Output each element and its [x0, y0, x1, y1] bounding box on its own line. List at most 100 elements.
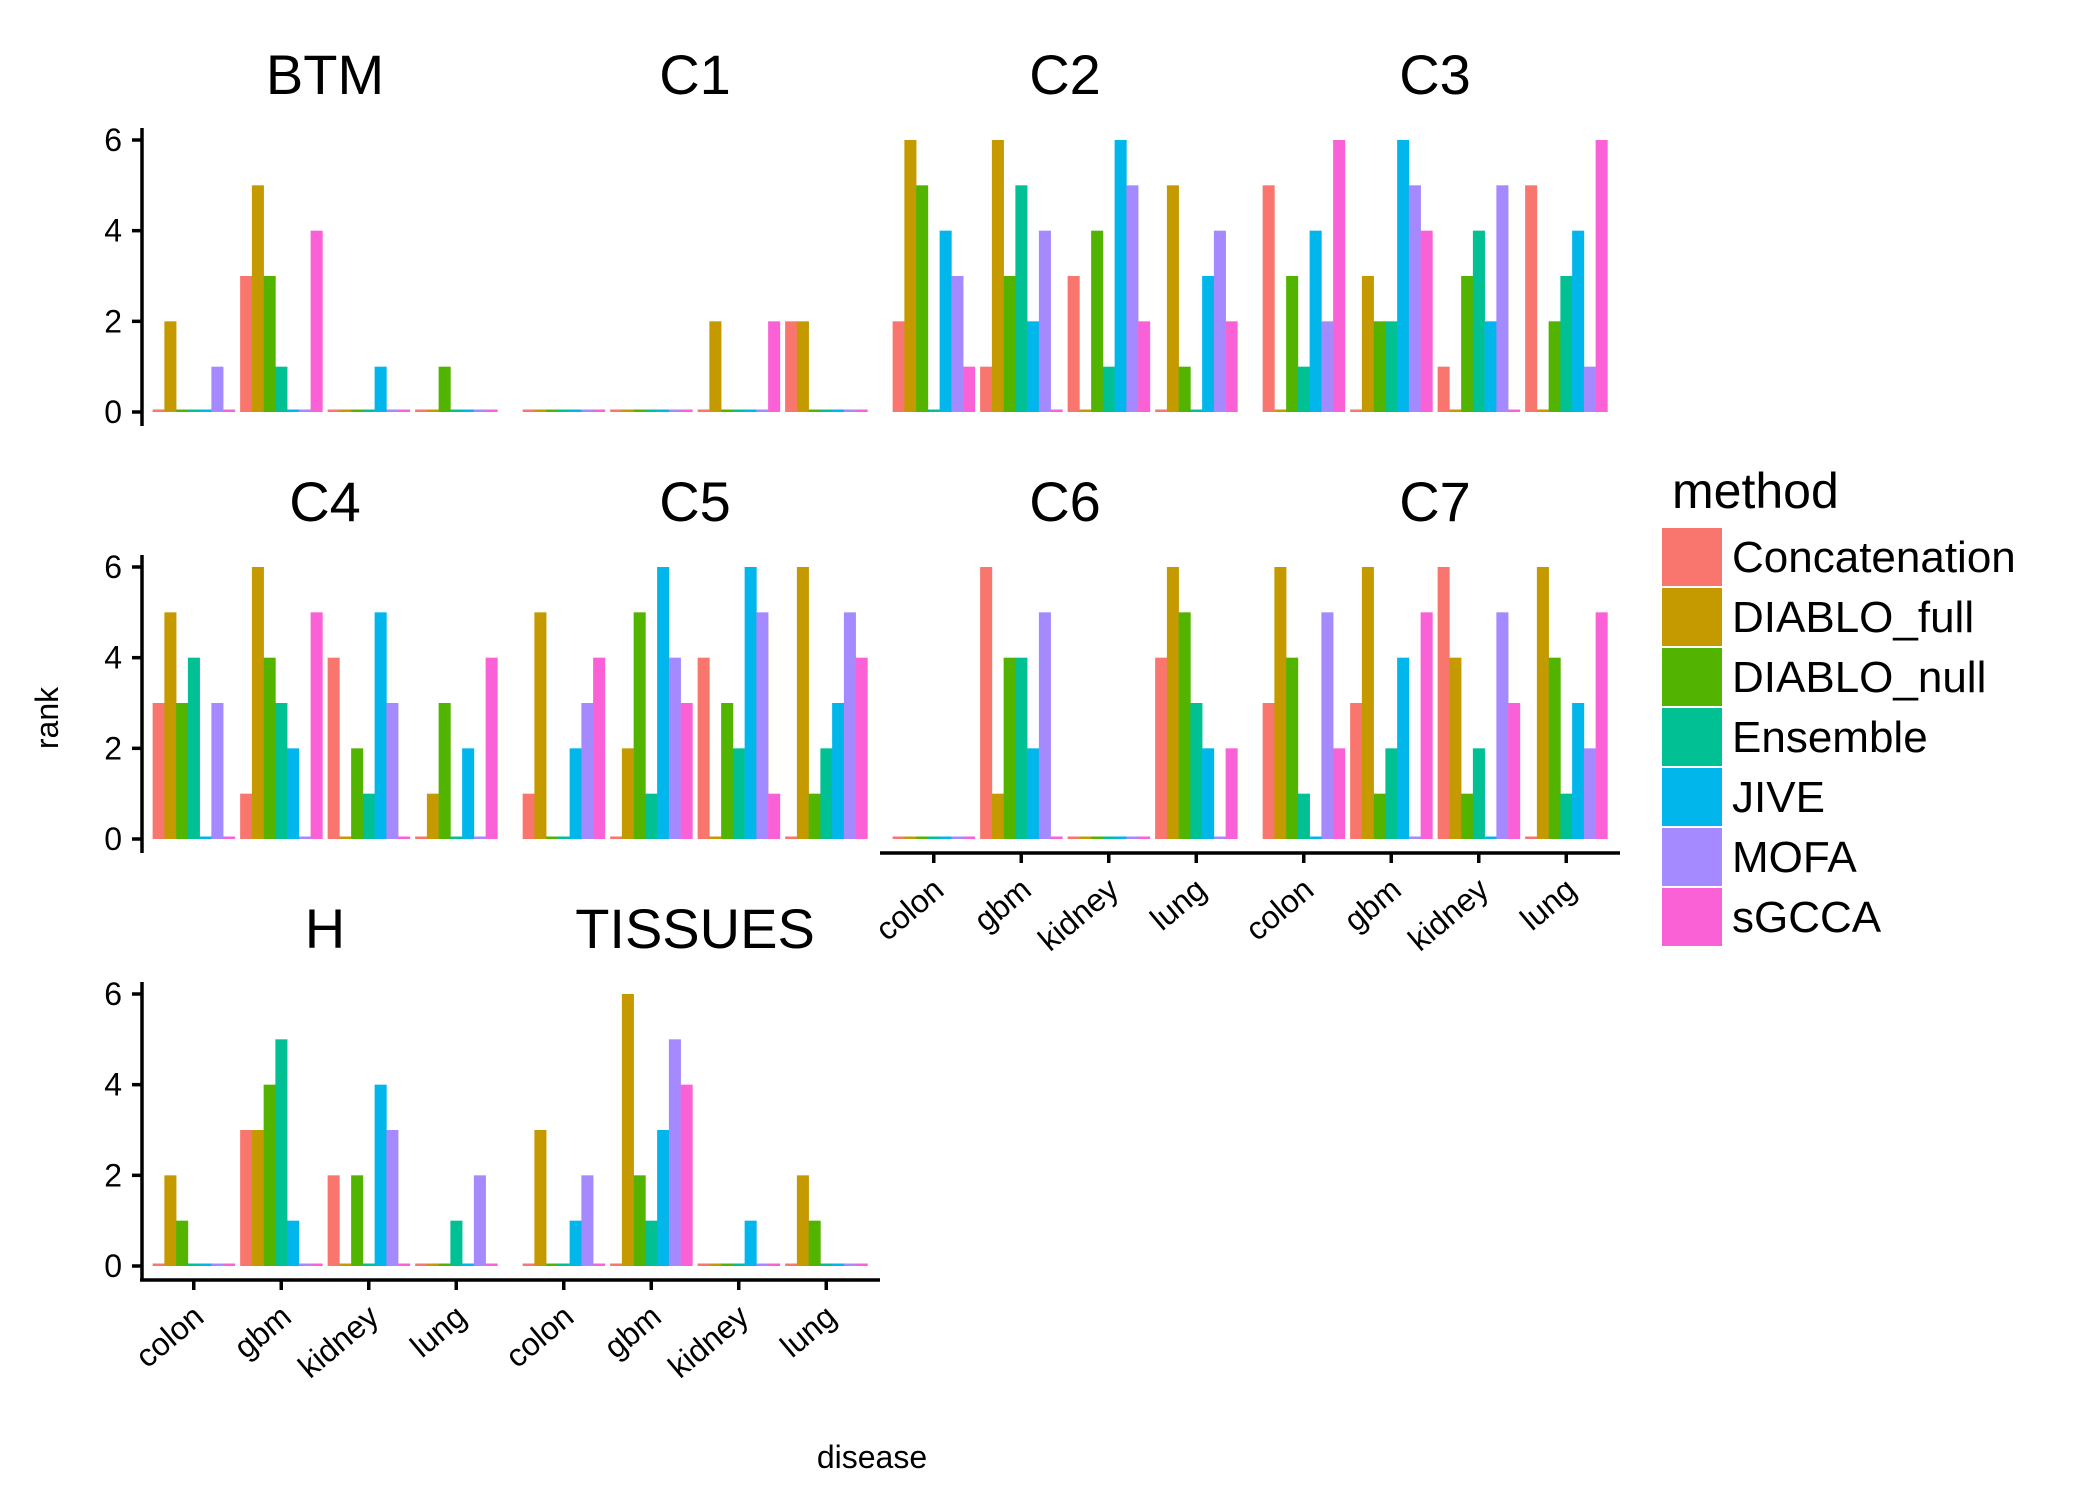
- bar-c3-kidney-jive: [1484, 321, 1497, 412]
- bar-c2-colon-mofa: [951, 276, 964, 412]
- panel-title: C5: [659, 470, 731, 533]
- bar-c4-gbm-jive: [287, 748, 300, 839]
- bar-tissues-gbm-diablo_full: [621, 994, 634, 1266]
- bar-c3-kidney-mofa: [1496, 185, 1509, 412]
- bar-c4-gbm-diablo_full: [251, 567, 264, 839]
- x-tick-label: gbm: [227, 1298, 298, 1366]
- bar-c4-gbm-ensemble: [275, 703, 288, 839]
- bar-c4-kidney-jive: [374, 612, 387, 839]
- legend-title: method: [1672, 463, 1839, 519]
- bar-c5-colon-sgcca: [593, 657, 606, 839]
- bar-tissues-lung-jive: [832, 1263, 845, 1266]
- x-tick-label: colon: [499, 1298, 581, 1375]
- bar-c2-kidney-sgcca: [1138, 321, 1151, 412]
- bar-c1-colon-diablo_null: [546, 409, 559, 412]
- bar-tissues-lung-ensemble: [820, 1263, 833, 1266]
- bar-c6-colon-sgcca: [963, 836, 976, 839]
- bar-btm-lung-sgcca: [485, 409, 498, 412]
- bar-c5-lung-mofa: [843, 612, 856, 839]
- bar-c3-gbm-sgcca: [1420, 230, 1433, 412]
- y-tick-label: 4: [104, 213, 122, 249]
- bar-h-lung-mofa: [473, 1175, 486, 1266]
- x-tick-label: gbm: [1337, 871, 1408, 939]
- legend-label: JIVE: [1732, 773, 1825, 822]
- bar-c1-kidney-concatenation: [697, 409, 710, 412]
- bar-btm-kidney-concatenation: [327, 409, 340, 412]
- bar-btm-lung-ensemble: [450, 409, 463, 412]
- bar-h-colon-concatenation: [152, 1263, 165, 1266]
- bar-c7-lung-diablo_null: [1548, 657, 1561, 839]
- y-tick-label: 4: [104, 640, 122, 676]
- bar-btm-lung-diablo_full: [426, 409, 439, 412]
- bar-c7-gbm-sgcca: [1420, 612, 1433, 839]
- bar-h-colon-sgcca: [223, 1263, 236, 1266]
- bar-tissues-colon-sgcca: [593, 1263, 606, 1266]
- bar-h-colon-jive: [199, 1263, 212, 1266]
- bar-tissues-kidney-concatenation: [697, 1263, 710, 1266]
- bar-c3-kidney-diablo_full: [1449, 409, 1462, 412]
- bar-c5-lung-sgcca: [855, 657, 868, 839]
- bar-h-kidney-diablo_null: [351, 1175, 364, 1266]
- x-tick-label: gbm: [597, 1298, 668, 1366]
- bar-c3-kidney-ensemble: [1472, 230, 1485, 412]
- bar-c4-lung-jive: [462, 748, 475, 839]
- bar-c7-colon-diablo_null: [1286, 657, 1299, 839]
- bar-c7-kidney-concatenation: [1437, 567, 1450, 839]
- panel-title: C2: [1029, 43, 1101, 106]
- bar-c4-colon-concatenation: [152, 703, 165, 839]
- bar-tissues-colon-jive: [569, 1220, 582, 1266]
- bar-c6-lung-jive: [1202, 748, 1215, 839]
- bar-c3-lung-diablo_null: [1548, 321, 1561, 412]
- bar-c4-colon-sgcca: [223, 836, 236, 839]
- bar-c4-lung-concatenation: [415, 836, 428, 839]
- bar-h-kidney-ensemble: [362, 1263, 375, 1266]
- bar-btm-gbm-diablo_full: [251, 185, 264, 412]
- bar-c7-kidney-sgcca: [1508, 703, 1521, 839]
- bar-c5-lung-jive: [832, 703, 845, 839]
- bar-btm-colon-jive: [199, 409, 212, 412]
- bar-c3-gbm-diablo_null: [1373, 321, 1386, 412]
- bar-h-kidney-sgcca: [398, 1263, 411, 1266]
- legend-label: Ensemble: [1732, 713, 1928, 762]
- x-tick-label: kidney: [1031, 871, 1125, 958]
- panel-c4: C4 0 2 4 6: [104, 470, 498, 857]
- bar-h-colon-ensemble: [187, 1263, 200, 1266]
- bar-c3-gbm-mofa: [1408, 185, 1421, 412]
- bar-c2-lung-jive: [1202, 276, 1215, 412]
- bar-tissues-kidney-diablo_null: [721, 1263, 734, 1266]
- legend-key-ensemble: [1662, 708, 1722, 766]
- bar-c5-colon-jive: [569, 748, 582, 839]
- bar-c3-colon-concatenation: [1262, 185, 1275, 412]
- bar-btm-gbm-diablo_null: [263, 276, 276, 412]
- bar-c1-kidney-jive: [744, 409, 757, 412]
- bar-btm-lung-diablo_null: [438, 366, 451, 412]
- bar-c3-gbm-ensemble: [1385, 321, 1398, 412]
- bar-h-colon-diablo_full: [164, 1175, 177, 1266]
- bar-tissues-kidney-jive: [744, 1220, 757, 1266]
- bar-c4-kidney-diablo_null: [351, 748, 364, 839]
- bar-c6-gbm-sgcca: [1050, 836, 1063, 839]
- bar-c3-gbm-jive: [1397, 140, 1410, 412]
- bar-c4-lung-mofa: [473, 836, 486, 839]
- bar-c3-colon-diablo_full: [1274, 409, 1287, 412]
- panel-btm: BTM 0 2 4 6: [104, 43, 498, 430]
- bar-c7-gbm-diablo_full: [1361, 567, 1374, 839]
- bar-tissues-lung-diablo_full: [796, 1175, 809, 1266]
- bar-c7-lung-jive: [1572, 703, 1585, 839]
- bar-c3-colon-ensemble: [1297, 366, 1310, 412]
- bar-c1-lung-mofa: [843, 409, 856, 412]
- bar-c2-kidney-mofa: [1126, 185, 1139, 412]
- bar-c5-kidney-sgcca: [768, 793, 781, 839]
- legend-key-mofa: [1662, 828, 1722, 886]
- bar-btm-gbm-sgcca: [310, 230, 323, 412]
- bar-tissues-kidney-mofa: [756, 1263, 769, 1266]
- bar-h-gbm-jive: [287, 1220, 300, 1266]
- bar-c5-kidney-mofa: [756, 612, 769, 839]
- bar-c1-colon-concatenation: [522, 409, 535, 412]
- panel-c1: C1: [522, 43, 868, 412]
- bar-tissues-gbm-diablo_null: [633, 1175, 646, 1266]
- bar-c1-kidney-sgcca: [768, 321, 781, 412]
- bar-c7-kidney-mofa: [1496, 612, 1509, 839]
- y-tick-label: 4: [104, 1067, 122, 1103]
